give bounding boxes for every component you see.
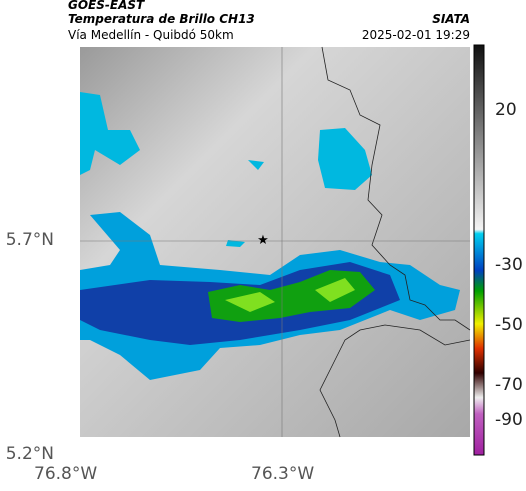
- colorbar-label: -70: [495, 375, 523, 395]
- colorbar-label: -30: [495, 255, 523, 275]
- lat-label: 5.2°N: [5, 444, 54, 464]
- lon-label: 76.8°W: [34, 464, 98, 484]
- borders: [319, 46, 471, 438]
- subtitle: Vía Medellín - Quibdó 50km: [68, 28, 234, 42]
- colorbar: [473, 44, 485, 456]
- lat-label: 5.7°N: [5, 230, 54, 250]
- lon-label: 76.3°W: [251, 464, 315, 484]
- colorbar-label: 20: [495, 100, 517, 120]
- cloud-tops: [80, 92, 460, 380]
- location-marker: ★: [257, 233, 269, 248]
- colorbar-label: -90: [495, 410, 523, 430]
- agency: SIATA: [432, 12, 470, 26]
- title: Temperatura de Brillo CH13: [68, 12, 255, 26]
- colorbar-label: -50: [495, 315, 523, 335]
- source: GOES-EAST: [68, 0, 145, 12]
- timestamp: 2025-02-01 19:29: [361, 28, 470, 42]
